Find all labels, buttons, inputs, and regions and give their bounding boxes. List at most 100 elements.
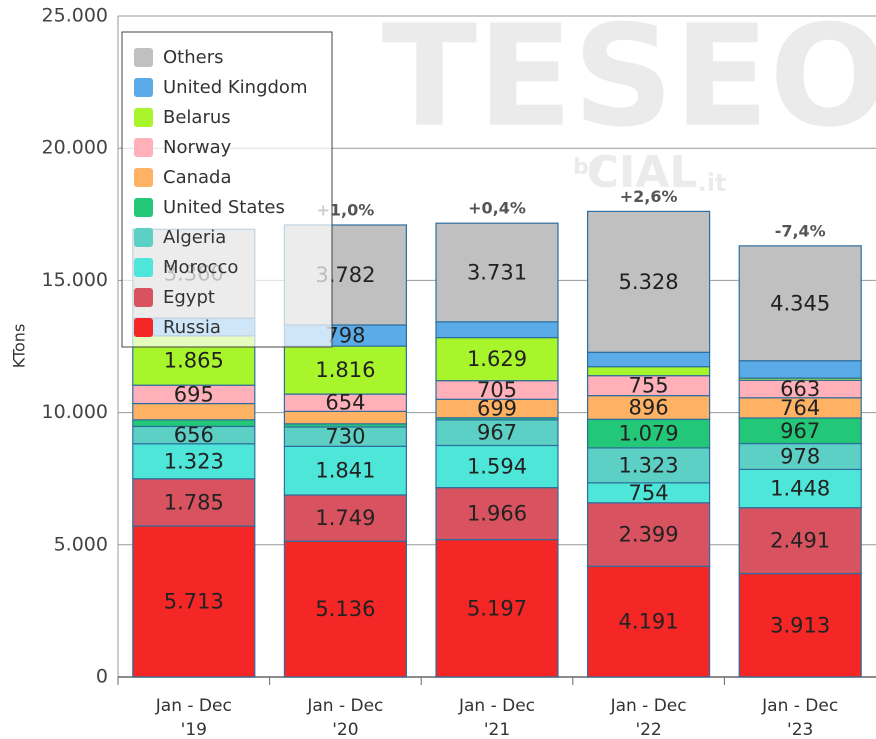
data-label: 663 xyxy=(780,377,820,401)
data-label: 1.594 xyxy=(467,455,527,479)
data-label: 896 xyxy=(629,395,669,419)
change-label: -7,4% xyxy=(775,221,826,240)
data-label: 1.629 xyxy=(467,347,527,371)
legend-swatch xyxy=(134,48,153,67)
watermark: TESEO by CIAL .it xyxy=(382,0,876,198)
legend-swatch xyxy=(134,228,153,247)
bar-segment xyxy=(283,494,407,542)
data-label: 755 xyxy=(629,374,669,398)
bar-segment xyxy=(586,418,711,449)
data-label: 967 xyxy=(780,419,820,443)
data-label: 754 xyxy=(629,481,669,505)
watermark-suffix: .it xyxy=(698,169,727,197)
bar-segment xyxy=(738,417,862,445)
data-label: 3.731 xyxy=(467,261,527,285)
y-tick-label: 20.000 xyxy=(42,137,108,159)
data-label: 4.191 xyxy=(619,610,679,634)
x-tick-label: Jan - Dec '23 xyxy=(762,696,839,739)
x-tick-label: Jan - Dec '21 xyxy=(458,696,536,739)
legend-label: Russia xyxy=(163,317,221,338)
bar-segment xyxy=(435,222,559,323)
data-label: 2.399 xyxy=(619,522,679,546)
data-label: 1.785 xyxy=(164,490,224,514)
data-label: 5.713 xyxy=(164,589,224,613)
bar-segment xyxy=(435,321,559,339)
bar-segment xyxy=(738,468,862,509)
bar-segment xyxy=(283,445,407,496)
bar-segment xyxy=(435,538,559,678)
legend-label: Egypt xyxy=(163,287,215,308)
bar-segment xyxy=(132,525,256,678)
bar-segment xyxy=(586,351,711,368)
bar-segment xyxy=(132,478,256,527)
legend: Others United Kingdom Belarus Norway Canada U… xyxy=(121,31,333,348)
y-tick-label: 5.000 xyxy=(54,533,108,555)
bar-segment xyxy=(132,443,256,480)
bar-segment xyxy=(283,540,407,678)
bar-segment xyxy=(738,572,862,678)
x-tick-label: Jan - Dec '22 xyxy=(610,696,687,739)
data-label: 1.448 xyxy=(770,477,830,501)
data-label: 5.136 xyxy=(315,597,375,621)
legend-swatch xyxy=(134,288,153,307)
legend-swatch xyxy=(134,138,153,157)
data-label: 1.323 xyxy=(619,453,679,477)
legend-label: Canada xyxy=(163,167,232,188)
data-label: 1.966 xyxy=(467,502,527,526)
legend-label: Belarus xyxy=(163,107,231,128)
legend-label: Norway xyxy=(163,137,232,158)
bar-segment xyxy=(435,487,559,541)
data-label: 656 xyxy=(174,423,214,447)
data-label: 5.328 xyxy=(619,270,679,294)
legend-label: Morocco xyxy=(163,257,238,278)
y-tick-label: 25.000 xyxy=(42,5,108,27)
data-label: 4.345 xyxy=(770,291,830,315)
data-label: 730 xyxy=(325,425,365,449)
data-label: 1.841 xyxy=(315,459,375,483)
legend-swatch xyxy=(134,168,153,187)
legend-label: United Kingdom xyxy=(163,77,307,98)
legend-swatch xyxy=(134,258,153,277)
legend-swatch xyxy=(134,318,153,337)
bar-segment xyxy=(283,345,407,395)
bar-segment xyxy=(586,447,711,484)
data-label: 699 xyxy=(477,397,517,421)
y-axis-label: KTons xyxy=(10,324,29,369)
legend-label: Others xyxy=(163,47,224,68)
data-label: 1.749 xyxy=(315,506,375,530)
x-tick-label: Jan - Dec '20 xyxy=(307,696,384,739)
data-label: 654 xyxy=(325,391,365,415)
legend-swatch xyxy=(134,198,153,217)
data-label: 967 xyxy=(477,421,517,445)
change-label: +2,6% xyxy=(620,187,678,206)
y-tick-label: 10.000 xyxy=(42,401,108,423)
data-label: 978 xyxy=(780,444,820,468)
legend-swatch xyxy=(134,78,153,97)
data-label: 1.865 xyxy=(164,349,224,373)
data-label: 1.816 xyxy=(315,358,375,382)
watermark-by: by xyxy=(573,155,603,180)
bar-segment xyxy=(586,565,711,678)
y-tick-label: 15.000 xyxy=(42,269,108,291)
x-tick-label: Jan - Dec '19 xyxy=(155,696,232,739)
legend-label: United States xyxy=(163,197,285,218)
bar-segment xyxy=(435,336,559,382)
bar-segment xyxy=(738,442,862,470)
legend-label: Algeria xyxy=(163,227,226,248)
data-label: 3.913 xyxy=(770,613,830,637)
watermark-title: TESEO xyxy=(382,0,876,159)
bar-segment xyxy=(435,419,559,447)
bar-segment xyxy=(738,360,862,379)
data-label: 5.197 xyxy=(467,596,527,620)
bar-segment xyxy=(738,245,862,362)
watermark-brand: CIAL xyxy=(587,147,698,198)
data-label: 2.491 xyxy=(770,529,830,553)
bar-segment xyxy=(586,210,711,353)
y-tick-label: 0 xyxy=(96,666,108,688)
change-label: +0,4% xyxy=(468,199,526,218)
bar-segment xyxy=(586,502,711,567)
legend-swatch xyxy=(134,108,153,127)
data-label: 764 xyxy=(780,396,820,420)
